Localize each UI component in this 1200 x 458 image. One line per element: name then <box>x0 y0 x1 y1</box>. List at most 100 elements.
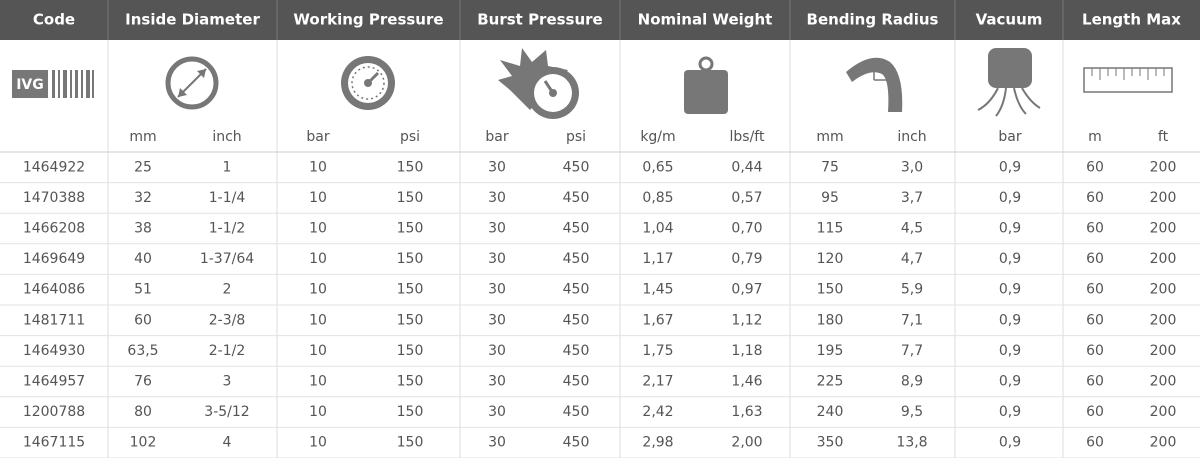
cell: 150 <box>397 404 424 420</box>
cell: 1-1/4 <box>209 190 246 206</box>
cell: 2,00 <box>731 435 762 451</box>
cell: 200 <box>1150 282 1177 298</box>
cell: 10 <box>309 435 327 451</box>
cell: 1481711 <box>23 312 85 328</box>
cell: 1 <box>223 159 232 175</box>
cell: 60 <box>1086 435 1104 451</box>
cell: 1,12 <box>731 312 762 328</box>
cell: 8,9 <box>901 374 923 390</box>
cell: 2,17 <box>642 374 673 390</box>
cell: 0,9 <box>999 343 1021 359</box>
cell: 0,70 <box>731 221 762 237</box>
cell: 7,1 <box>901 312 923 328</box>
cell: 200 <box>1150 221 1177 237</box>
cell: 450 <box>563 374 590 390</box>
cell: 0,9 <box>999 374 1021 390</box>
cell: 30 <box>488 251 506 267</box>
cell: 60 <box>1086 221 1104 237</box>
cell: 450 <box>563 435 590 451</box>
cell: 200 <box>1150 251 1177 267</box>
cell: 60 <box>1086 374 1104 390</box>
cell: 240 <box>817 404 844 420</box>
cell: 9,5 <box>901 404 923 420</box>
cell: 3,7 <box>901 190 923 206</box>
column-title: Vacuum <box>976 11 1043 29</box>
bend-icon <box>846 57 903 112</box>
cell: 10 <box>309 282 327 298</box>
cell: 5,9 <box>901 282 923 298</box>
cell: 1,04 <box>642 221 673 237</box>
cell: 10 <box>309 374 327 390</box>
cell: 1,18 <box>731 343 762 359</box>
cell: 30 <box>488 282 506 298</box>
cell: 150 <box>397 343 424 359</box>
cell: 30 <box>488 312 506 328</box>
cell: 1469649 <box>23 251 85 267</box>
cell: 180 <box>817 312 844 328</box>
cell: 25 <box>134 159 152 175</box>
unit-label: inch <box>897 129 926 145</box>
cell: 1,67 <box>642 312 673 328</box>
cell: 350 <box>817 435 844 451</box>
cell: 1466208 <box>23 221 85 237</box>
cell: 4,7 <box>901 251 923 267</box>
cell: 1464930 <box>23 343 85 359</box>
cell: 30 <box>488 404 506 420</box>
cell: 0,97 <box>731 282 762 298</box>
cell: 450 <box>563 312 590 328</box>
weight-icon <box>684 56 728 114</box>
cell: 2-1/2 <box>209 343 246 359</box>
unit-label: inch <box>212 129 241 145</box>
cell: 120 <box>817 251 844 267</box>
cell: 10 <box>309 221 327 237</box>
column-title: Inside Diameter <box>125 11 260 29</box>
cell: 38 <box>134 221 152 237</box>
cell: 200 <box>1150 343 1177 359</box>
cell: 1,63 <box>731 404 762 420</box>
cell: 32 <box>134 190 152 206</box>
cell: 150 <box>397 374 424 390</box>
unit-label: ft <box>1158 129 1169 145</box>
column-title: Burst Pressure <box>477 11 603 29</box>
cell: 4,5 <box>901 221 923 237</box>
cell: 450 <box>563 404 590 420</box>
unit-label: psi <box>566 129 586 145</box>
cell: 75 <box>821 159 839 175</box>
cell: 2-3/8 <box>209 312 246 328</box>
cell: 200 <box>1150 190 1177 206</box>
vacuum-icon <box>977 48 1041 117</box>
cell: 1464957 <box>23 374 85 390</box>
unit-label: lbs/ft <box>730 129 765 145</box>
unit-label: psi <box>400 129 420 145</box>
cell: 10 <box>309 251 327 267</box>
cell: 30 <box>488 159 506 175</box>
header-bar <box>0 0 1200 40</box>
cell: 30 <box>488 221 506 237</box>
cell: 0,9 <box>999 159 1021 175</box>
cell: 10 <box>309 190 327 206</box>
cell: 200 <box>1150 404 1177 420</box>
cell: 0,85 <box>642 190 673 206</box>
cell: 63,5 <box>127 343 158 359</box>
cell: 30 <box>488 435 506 451</box>
cell: 3-5/12 <box>204 404 249 420</box>
cell: 1-37/64 <box>200 251 254 267</box>
column-title: Working Pressure <box>293 11 443 29</box>
cell: 1,75 <box>642 343 673 359</box>
unit-label: mm <box>816 129 843 145</box>
cell: 450 <box>563 159 590 175</box>
cell: 0,9 <box>999 404 1021 420</box>
cell: 13,8 <box>896 435 927 451</box>
burst-icon <box>498 48 579 119</box>
cell: 0,79 <box>731 251 762 267</box>
cell: 3 <box>223 374 232 390</box>
cell: 150 <box>397 282 424 298</box>
cell: 1470388 <box>23 190 85 206</box>
cell: 150 <box>397 312 424 328</box>
cell: 10 <box>309 343 327 359</box>
logo-box <box>12 70 48 98</box>
cell: 3,0 <box>901 159 923 175</box>
cell: 450 <box>563 343 590 359</box>
cell: 0,9 <box>999 190 1021 206</box>
